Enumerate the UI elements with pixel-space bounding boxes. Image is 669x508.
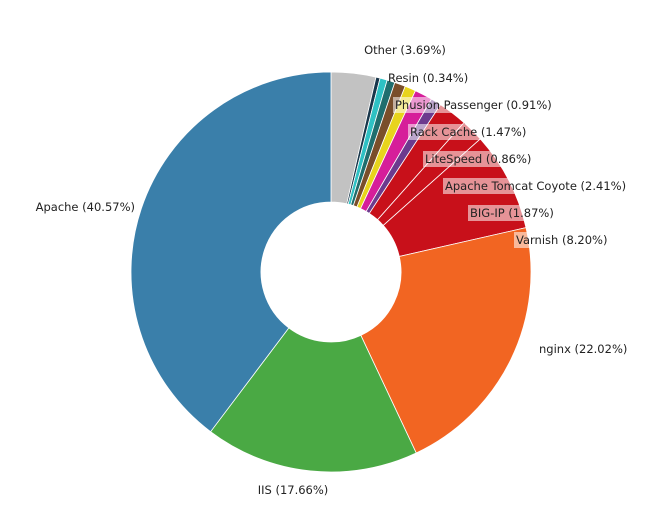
slice-label-iis: IIS (17.66%)	[258, 483, 329, 497]
slice-label-phusion-passenger: Phusion Passenger (0.91%)	[395, 98, 552, 112]
slice-label-big-ip: BIG-IP (1.87%)	[470, 206, 554, 220]
label-background	[423, 151, 534, 167]
label-background	[408, 124, 529, 140]
slice-label-nginx: nginx (22.02%)	[539, 342, 627, 356]
label-background	[468, 205, 556, 221]
slice-label-varnish: Varnish (8.20%)	[516, 233, 607, 247]
slice-label-apache-tomcat-coyote: Apache Tomcat Coyote (2.41%)	[445, 179, 626, 193]
label-background	[514, 232, 610, 248]
label-background	[393, 97, 554, 113]
slice-label-apache: Apache (40.57%)	[36, 200, 135, 214]
slice-label-resin: Resin (0.34%)	[388, 71, 468, 85]
slice-label-other: Other (3.69%)	[364, 43, 446, 57]
label-background	[443, 178, 629, 194]
chart-labels: Other (3.69%) Resin (0.34%) Phusion Passen…	[36, 43, 629, 497]
chart-slices	[130, 71, 532, 473]
slice-label-rack-cache: Rack Cache (1.47%)	[410, 125, 526, 139]
donut-hole	[261, 202, 401, 342]
slice-label-litespeed: LiteSpeed (0.86%)	[425, 152, 531, 166]
